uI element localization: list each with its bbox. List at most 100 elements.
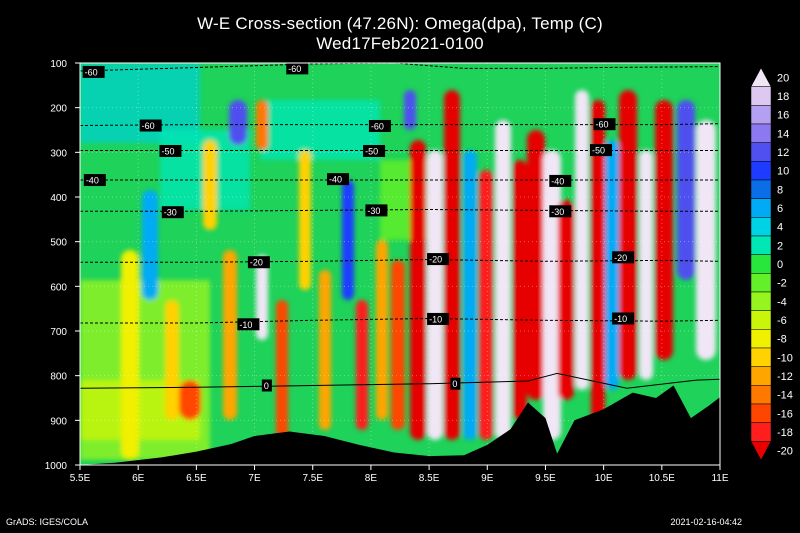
chart-subtitle-date: Wed17Feb2021-0100	[316, 34, 484, 53]
isotherm-label: -20	[429, 255, 442, 265]
isotherm-label: -30	[551, 207, 564, 217]
isotherm-label: -10	[429, 314, 442, 324]
isotherm-label-bg	[612, 251, 635, 264]
colorbar-label: 8	[777, 184, 783, 196]
isotherm-label: 0	[264, 381, 269, 391]
isotherm-line	[80, 208, 720, 212]
omega-plume	[276, 300, 288, 440]
isotherm-label-bg	[327, 173, 350, 186]
omega-plume	[319, 270, 331, 430]
x-tick-label: 7E	[248, 473, 261, 484]
colorbar-box	[750, 179, 772, 199]
omega-plume	[479, 170, 493, 440]
colorbar-box	[750, 291, 772, 311]
x-tick-label: 9.5E	[535, 473, 556, 484]
isotherm-label-bg	[159, 144, 182, 157]
omega-plume	[404, 90, 416, 130]
isotherm-label: -60	[142, 121, 155, 131]
colorbar-box	[750, 347, 772, 367]
isotherm-label: -30	[367, 206, 380, 216]
isotherm-label-bg	[427, 312, 450, 325]
isotherm-label-bg	[237, 318, 260, 331]
isotherm-label-bg	[286, 62, 309, 75]
x-tick-label: 6E	[132, 473, 145, 484]
isotherm-label: -60	[371, 121, 384, 131]
isotherm-label: -20	[250, 258, 263, 268]
x-tick-label: 10E	[595, 473, 613, 484]
colorbar-label: 18	[777, 91, 789, 103]
omega-plume	[639, 150, 653, 380]
isotherm-line	[80, 372, 720, 389]
omega-plume	[513, 160, 527, 420]
isotherm-label-bg	[549, 205, 572, 218]
isotherm-label: -50	[592, 146, 605, 156]
isotherm-line	[80, 258, 720, 263]
y-tick-label: 800	[50, 372, 67, 383]
omega-plume	[142, 190, 158, 300]
colorbar-label: -2	[777, 278, 787, 290]
isotherm-label: -40	[329, 175, 342, 185]
colorbar-box	[750, 198, 772, 218]
x-tick-label: 5.5E	[70, 473, 91, 484]
omega-plume	[229, 100, 247, 145]
footer-timestamp: 2021-02-16-04:42	[670, 517, 742, 527]
plot-area: -60 -60 -60 -60 -60 -50 -50 -50 -40 -40 -40 -30 -30 -…	[79, 62, 721, 466]
footer-software-credit: GrADS: IGES/COLA	[6, 517, 89, 527]
colorbar-label: -16	[777, 408, 793, 420]
colorbar-box	[750, 310, 772, 330]
colorbar-box	[750, 105, 772, 125]
plot-frame	[79, 62, 721, 466]
isotherm-label: -10	[239, 320, 252, 330]
colorbar-label: 10	[777, 166, 789, 178]
isotherm-label: -50	[365, 146, 378, 156]
colorbar-box	[750, 123, 772, 143]
omega-plume	[376, 240, 388, 420]
y-tick-label: 300	[50, 148, 67, 159]
isotherm-label: -60	[288, 64, 301, 74]
isotherm-label: -60	[595, 120, 608, 130]
isotherm-line	[80, 317, 720, 324]
omega-plume	[543, 150, 561, 440]
colorbar-box	[750, 217, 772, 237]
isotherm-label: -40	[86, 176, 99, 186]
terrain-fill	[80, 385, 720, 465]
colorbar-label: 2	[777, 240, 783, 252]
omega-plume	[575, 90, 589, 390]
omega-plume	[677, 100, 695, 280]
isotherm-label-bg	[368, 119, 391, 132]
isotherm-label-bg	[139, 119, 162, 132]
y-axis: 100 200 300 400 500 600 700 800 900 1000	[45, 59, 80, 472]
y-tick-label: 700	[50, 327, 67, 338]
isotherm-line	[80, 123, 720, 126]
colorbar-label: -18	[777, 427, 793, 439]
colorbar-label: -6	[777, 315, 787, 327]
omega-field	[80, 63, 716, 460]
isotherm-label-bg	[590, 144, 612, 157]
omega-plume	[223, 250, 237, 420]
isotherm-label-bg	[247, 256, 270, 269]
isotherm-line	[80, 63, 720, 72]
isotherm-label-bg	[450, 377, 461, 390]
omega-plume	[558, 200, 574, 400]
omega-plume	[444, 90, 460, 440]
omega-plume	[356, 300, 368, 430]
x-tick-label: 10.5E	[649, 473, 675, 484]
colorbar-label: -20	[777, 446, 793, 458]
colorbar-box	[750, 403, 772, 423]
isotherm-label: -60	[85, 67, 98, 77]
colorbar-label: 12	[777, 147, 789, 159]
isotherm-label-bg	[82, 65, 105, 78]
isotherm-label-bg	[363, 144, 386, 157]
colorbar-label: -8	[777, 334, 787, 346]
omega-plume	[605, 140, 619, 390]
x-tick-label: 6.5E	[186, 473, 207, 484]
colorbar-box	[750, 273, 772, 293]
y-tick-label: 1000	[45, 461, 68, 472]
x-tick-label: 11E	[711, 473, 728, 484]
colorbar-label: 16	[777, 110, 789, 122]
y-tick-label: 100	[50, 59, 67, 70]
colorbar-label: 6	[777, 203, 783, 215]
y-tick-label: 500	[50, 238, 67, 249]
colorbar-label: -12	[777, 371, 793, 383]
